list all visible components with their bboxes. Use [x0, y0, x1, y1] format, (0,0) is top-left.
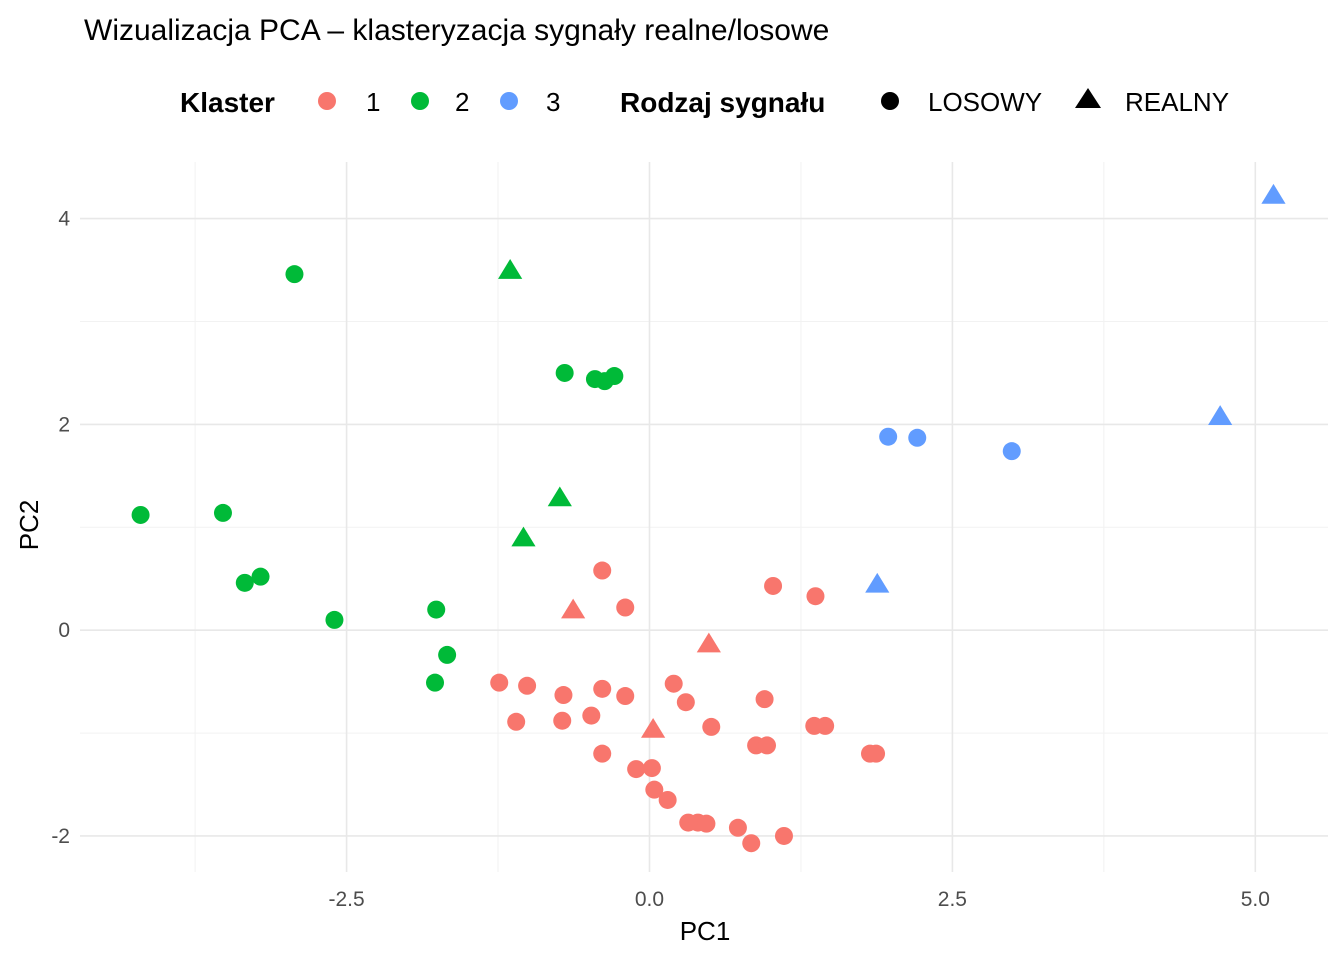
- data-point-losowy-cluster-1: [507, 712, 526, 731]
- data-point-losowy-cluster-2: [426, 673, 445, 692]
- legend-label-realny: REALNY: [1125, 87, 1229, 117]
- data-point-realny-cluster-1: [696, 632, 721, 653]
- x-tick-label: -2.5: [328, 888, 364, 911]
- data-point-losowy-cluster-1: [616, 598, 635, 617]
- y-tick-label: 0: [58, 619, 70, 642]
- y-tick-label: -2: [51, 825, 70, 848]
- data-point-losowy-cluster-1: [658, 790, 677, 809]
- data-point-realny-cluster-3: [865, 572, 890, 593]
- data-point-realny-cluster-2: [547, 486, 572, 507]
- data-point-realny-cluster-1: [641, 717, 666, 738]
- legend-label-cluster-2: 2: [455, 87, 469, 117]
- y-axis-ticks: -2 0 2 4: [51, 208, 70, 848]
- data-point-realny-cluster-2: [511, 526, 536, 547]
- x-axis-ticks: -2.5 0.0 2.5 5.0: [328, 888, 1269, 911]
- data-point-losowy-cluster-1: [490, 673, 509, 692]
- data-point-losowy-cluster-2: [438, 645, 457, 664]
- data-point-losowy-cluster-1: [867, 744, 886, 763]
- data-point-losowy-cluster-1: [728, 818, 747, 837]
- data-point-losowy-cluster-1: [593, 679, 612, 698]
- data-point-losowy-cluster-2: [325, 610, 344, 629]
- data-point-losowy-cluster-1: [742, 834, 761, 853]
- x-tick-label: 5.0: [1241, 888, 1270, 911]
- data-point-losowy-cluster-1: [702, 717, 721, 736]
- legend-title-klaster: Klaster: [180, 87, 275, 118]
- data-point-realny-cluster-1: [561, 598, 586, 619]
- data-point-losowy-cluster-2: [213, 503, 232, 522]
- legend-key-cluster-3: [500, 92, 518, 110]
- y-axis-title: PC2: [14, 500, 44, 551]
- data-points: [131, 183, 1286, 853]
- data-point-losowy-cluster-1: [764, 576, 783, 595]
- data-point-losowy-cluster-2: [427, 600, 446, 619]
- legend-key-realny: [1075, 88, 1101, 108]
- data-point-losowy-cluster-1: [664, 674, 683, 693]
- legend-label-losowy: LOSOWY: [928, 87, 1042, 117]
- data-point-losowy-cluster-2: [131, 505, 150, 524]
- legend-label-cluster-1: 1: [366, 87, 380, 117]
- x-tick-label: 2.5: [938, 888, 967, 911]
- data-point-losowy-cluster-2: [555, 363, 574, 382]
- data-point-losowy-cluster-1: [806, 587, 825, 606]
- data-point-losowy-cluster-1: [593, 744, 612, 763]
- legend-key-cluster-2: [411, 92, 429, 110]
- y-tick-label: 2: [58, 413, 70, 436]
- data-point-losowy-cluster-1: [582, 706, 601, 725]
- data-point-losowy-cluster-3: [908, 428, 927, 447]
- data-point-losowy-cluster-1: [755, 690, 774, 709]
- legend-label-cluster-3: 3: [546, 87, 560, 117]
- legend: Klaster 1 2 3 Rodzaj sygnału LOSOWY REAL…: [180, 87, 1229, 118]
- data-point-losowy-cluster-1: [774, 826, 793, 845]
- data-point-losowy-cluster-1: [642, 759, 661, 778]
- legend-key-losowy: [881, 92, 899, 110]
- data-point-losowy-cluster-1: [758, 736, 777, 755]
- data-point-losowy-cluster-1: [816, 716, 835, 735]
- legend-key-cluster-1: [318, 92, 336, 110]
- chart-title: Wizualizacja PCA – klasteryzacja sygnały…: [84, 14, 829, 47]
- data-point-losowy-cluster-1: [697, 814, 716, 833]
- data-point-losowy-cluster-3: [1002, 442, 1021, 461]
- data-point-losowy-cluster-1: [518, 676, 537, 695]
- grid: [80, 162, 1328, 872]
- data-point-losowy-cluster-1: [593, 561, 612, 580]
- data-point-losowy-cluster-3: [879, 427, 898, 446]
- data-point-losowy-cluster-2: [235, 573, 254, 592]
- data-point-realny-cluster-3: [1261, 183, 1286, 204]
- x-axis-title: PC1: [680, 916, 731, 946]
- data-point-realny-cluster-2: [498, 259, 523, 279]
- data-point-losowy-cluster-1: [645, 780, 664, 799]
- data-point-losowy-cluster-1: [553, 711, 572, 730]
- data-point-losowy-cluster-1: [554, 686, 573, 705]
- x-tick-label: 0.0: [635, 888, 664, 911]
- data-point-realny-cluster-3: [1208, 405, 1233, 425]
- y-tick-label: 4: [58, 208, 70, 231]
- data-point-losowy-cluster-2: [285, 265, 304, 284]
- data-point-losowy-cluster-2: [605, 367, 624, 386]
- legend-title-rodzaj: Rodzaj sygnału: [620, 87, 825, 118]
- data-point-losowy-cluster-1: [676, 693, 695, 712]
- data-point-losowy-cluster-1: [616, 687, 635, 706]
- data-point-losowy-cluster-1: [627, 760, 646, 779]
- data-point-losowy-cluster-2: [251, 567, 270, 586]
